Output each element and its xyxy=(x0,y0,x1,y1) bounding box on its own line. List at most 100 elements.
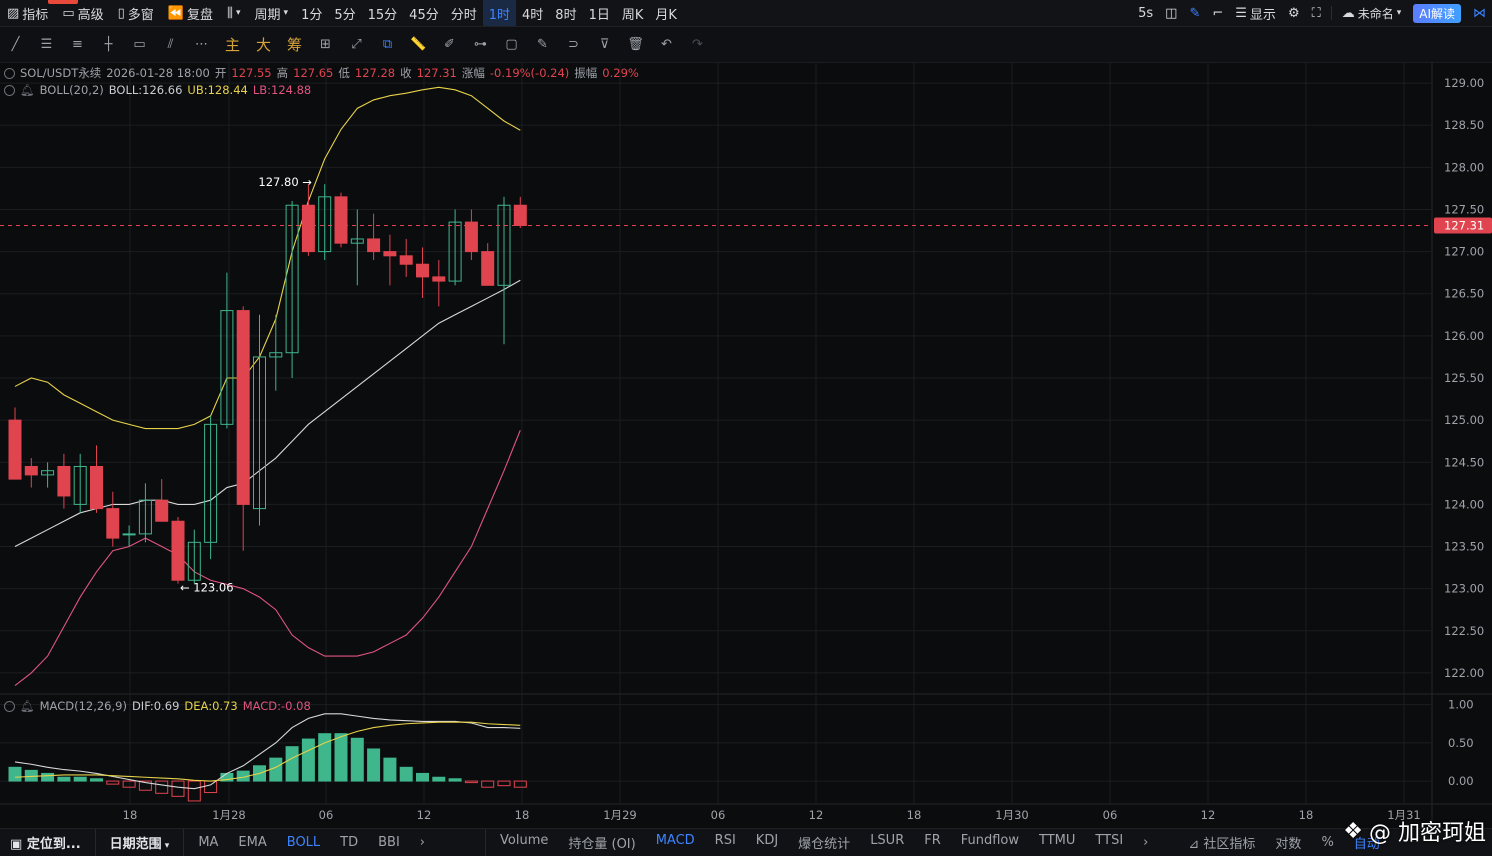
time-tick-label: 18 xyxy=(1299,808,1314,822)
top-toolbar: ▨ 指标 ▭ 高级 ▯ 多窗 ⏪ 复盘 ⫼ ▾ 周期 ▾ 1分 5分 15分 45分 分时 1时 4时 8… xyxy=(0,0,1492,27)
interval-tab[interactable]: 分时 xyxy=(450,7,477,23)
log-scale-toggle[interactable]: 对数 xyxy=(1275,837,1302,852)
main-chip-button[interactable]: 主 xyxy=(224,36,240,54)
main-tab[interactable]: TD xyxy=(340,835,359,850)
main-tab[interactable]: BOLL xyxy=(286,835,321,850)
interval-tab[interactable]: 8时 xyxy=(555,7,577,23)
sub-tab[interactable]: FR xyxy=(924,833,941,848)
date-range-dropdown[interactable]: 日期范围 ▾ xyxy=(109,837,170,852)
chart-type-button[interactable]: ⫼ ▾ xyxy=(220,0,248,26)
clipboard-icon[interactable]: ▢ xyxy=(505,37,518,52)
advanced-button[interactable]: ▭ 高级 xyxy=(62,5,104,23)
low-value: 127.28 xyxy=(354,66,396,80)
interval-tab[interactable]: 15分 xyxy=(367,7,398,23)
sub-tab[interactable]: 爆仓统计 xyxy=(798,837,851,852)
community-indicator-button[interactable]: ⊿ 社区指标 xyxy=(1188,837,1256,852)
auto-scale-toggle[interactable]: 自动 xyxy=(1353,837,1380,852)
ai-analysis-button[interactable]: AI解读 xyxy=(1413,3,1461,23)
interval-tab[interactable]: 1时 xyxy=(482,0,517,26)
candle-body xyxy=(41,470,55,476)
multiwindow-button[interactable]: ▯ 多窗 xyxy=(117,5,154,23)
sub-tab[interactable]: KDJ xyxy=(755,833,779,848)
period-dropdown[interactable]: 周期 ▾ xyxy=(254,7,289,23)
bell-icon[interactable]: 🔔︎ xyxy=(20,699,35,713)
hline-icon[interactable]: ┼ xyxy=(104,37,113,52)
sub-tab[interactable]: TTMU xyxy=(1039,833,1076,848)
more-icon[interactable]: ⋯ xyxy=(195,37,208,52)
channel-icon[interactable]: ☰ xyxy=(40,37,53,52)
trendline-icon[interactable]: ╱ xyxy=(11,37,20,52)
candle-body xyxy=(464,221,478,253)
brush-icon[interactable]: ✐ xyxy=(444,37,455,52)
high-value: 127.65 xyxy=(293,66,334,80)
candlestick-chart[interactable]: 129.00 128.50 128.00 127.50 127.00 126.50 126.… xyxy=(0,62,1492,828)
candle-body xyxy=(269,352,283,358)
sub-tab[interactable]: Volume xyxy=(500,833,549,848)
sub-tab[interactable]: RSI xyxy=(714,833,736,848)
redo-icon[interactable]: ↷ xyxy=(692,37,703,52)
ruler-icon[interactable]: 📏 xyxy=(410,37,427,52)
camera-icon[interactable]: ◫ xyxy=(1165,5,1178,21)
sub-tab[interactable]: MACD xyxy=(655,833,695,848)
percent-toggle[interactable]: % xyxy=(1321,835,1334,850)
magnet-icon[interactable]: ⊃ xyxy=(568,37,579,52)
crop-icon[interactable]: ⌐ xyxy=(1212,5,1224,21)
interval-tab[interactable]: 月K xyxy=(655,7,677,23)
indicator-edit-icon[interactable]: ⊞ xyxy=(320,37,331,52)
fib-icon[interactable]: ⫽ xyxy=(167,37,174,52)
collapse-icon[interactable] xyxy=(4,67,15,79)
display-button[interactable]: ☰ 显示 xyxy=(1235,5,1276,23)
undo-icon[interactable]: ↶ xyxy=(661,37,672,52)
chevron-right-icon[interactable]: › xyxy=(419,835,425,850)
sub-tab[interactable]: 持仓量 (OI) xyxy=(568,837,636,852)
ruler-cross-icon[interactable]: ⤢ xyxy=(351,37,362,52)
macd-bar xyxy=(318,733,332,782)
main-tab[interactable]: BBI xyxy=(378,835,400,850)
filter-icon[interactable]: ⊽ xyxy=(599,37,610,52)
interval-tab[interactable]: 4时 xyxy=(522,7,544,23)
time-tick-label: 12 xyxy=(1201,808,1216,822)
collapse-icon[interactable] xyxy=(4,84,15,96)
sub-tab[interactable]: LSUR xyxy=(870,833,905,848)
rectangle-icon[interactable]: ▭ xyxy=(133,37,146,52)
trash-icon[interactable]: 🗑 xyxy=(627,37,644,52)
interval-tab[interactable]: 周K xyxy=(621,7,644,23)
chart-area[interactable]: 129.00 128.50 128.00 127.50 127.00 126.50 126.… xyxy=(0,62,1492,828)
collapse-icon[interactable] xyxy=(4,700,15,712)
interval-tab[interactable]: 5分 xyxy=(334,7,356,23)
main-tab[interactable]: MA xyxy=(198,835,219,850)
interval-tab[interactable]: 45分 xyxy=(409,7,439,23)
chip-button[interactable]: 筹 xyxy=(286,36,302,54)
sub-tab[interactable]: Fundflow xyxy=(960,833,1020,848)
copy-icon[interactable]: ⧉ xyxy=(382,37,393,52)
candle-body xyxy=(187,541,201,581)
chevron-right-icon[interactable]: › xyxy=(1143,835,1149,850)
bell-icon[interactable]: 🔔︎ xyxy=(20,83,35,97)
refresh-rate[interactable]: 5s xyxy=(1138,5,1154,21)
locate-button[interactable]: ▣ 定位到... xyxy=(10,837,81,852)
sub-tab[interactable]: TTSI xyxy=(1095,833,1124,848)
chevron-down-icon: ▾ xyxy=(235,8,241,18)
main-tab[interactable]: EMA xyxy=(238,835,267,850)
interval-tab[interactable]: 1日 xyxy=(588,7,610,23)
layout-dropdown[interactable]: ☁ 未命名 ▾ xyxy=(1341,5,1402,21)
macd-bar xyxy=(367,748,381,782)
gear-icon[interactable]: ⚙ xyxy=(1287,5,1300,21)
fullscreen-icon[interactable]: ⛶ xyxy=(1311,5,1321,21)
hlines-icon[interactable]: ≡ xyxy=(72,37,83,52)
pen-icon[interactable]: ✎ xyxy=(1189,5,1201,21)
macd-tick-label: 1.00 xyxy=(1448,698,1474,712)
interval-tab[interactable]: 1分 xyxy=(301,7,323,23)
indicator-button[interactable]: ▨ 指标 xyxy=(7,5,49,23)
binoculars-icon[interactable]: ⊶ xyxy=(474,37,487,52)
divider xyxy=(485,829,486,856)
note-icon[interactable]: ✎ xyxy=(537,37,548,52)
edit-icon: ⊿ xyxy=(1188,837,1204,852)
macd-tick-label: 0.50 xyxy=(1448,736,1474,750)
replay-button[interactable]: ⏪ 复盘 xyxy=(167,5,213,23)
big-chip-button[interactable]: 大 xyxy=(255,36,271,54)
watermark: ❖ @ 加密珂姐 xyxy=(1343,818,1486,847)
macd-bar xyxy=(155,780,169,794)
amplitude-value: 0.29% xyxy=(602,66,639,80)
share-icon[interactable]: ⋈ xyxy=(1473,5,1486,21)
